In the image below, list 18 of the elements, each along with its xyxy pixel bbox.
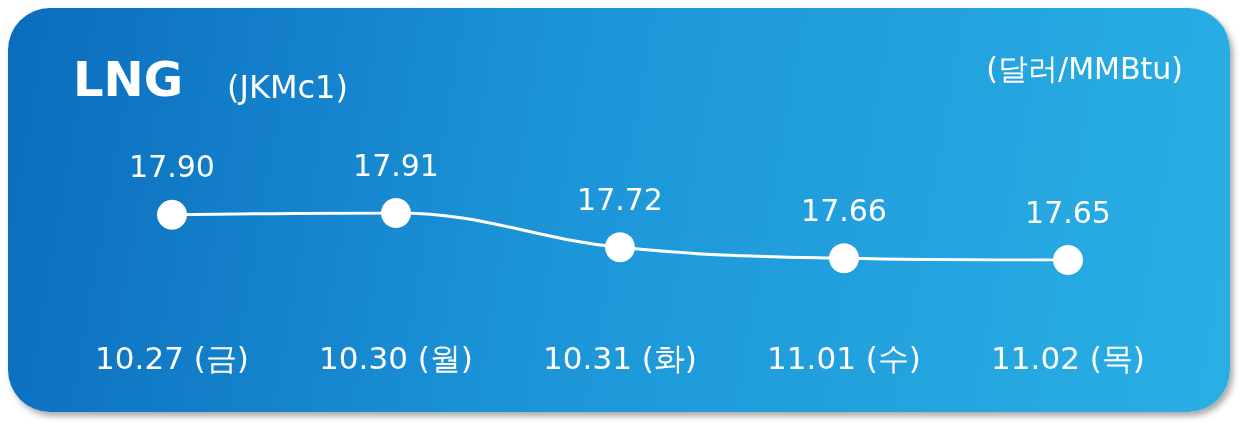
point <box>1053 245 1083 275</box>
chart-title: LNG <box>73 51 184 107</box>
data-label: 17.90 <box>129 149 215 185</box>
point <box>157 199 187 230</box>
y-axis-title: (달러/MMBtu) <box>986 50 1183 86</box>
x-tick-label: 11.02 (목) <box>991 339 1145 376</box>
chart-subtitle: (JKMc1) <box>227 68 348 106</box>
data-label: 17.65 <box>1025 194 1111 230</box>
x-tick-label: 10.31 (화) <box>543 339 697 376</box>
x-tick-label: 10.27 (금) <box>95 339 249 376</box>
point <box>381 198 411 228</box>
data-label: 17.72 <box>577 181 663 217</box>
point <box>605 232 635 263</box>
x-tick-label: 10.30 (월) <box>319 339 473 376</box>
x-tick-label: 11.01 (수) <box>767 339 921 376</box>
point <box>829 243 859 274</box>
data-label: 17.66 <box>801 192 887 228</box>
data-label: 17.91 <box>353 147 439 183</box>
